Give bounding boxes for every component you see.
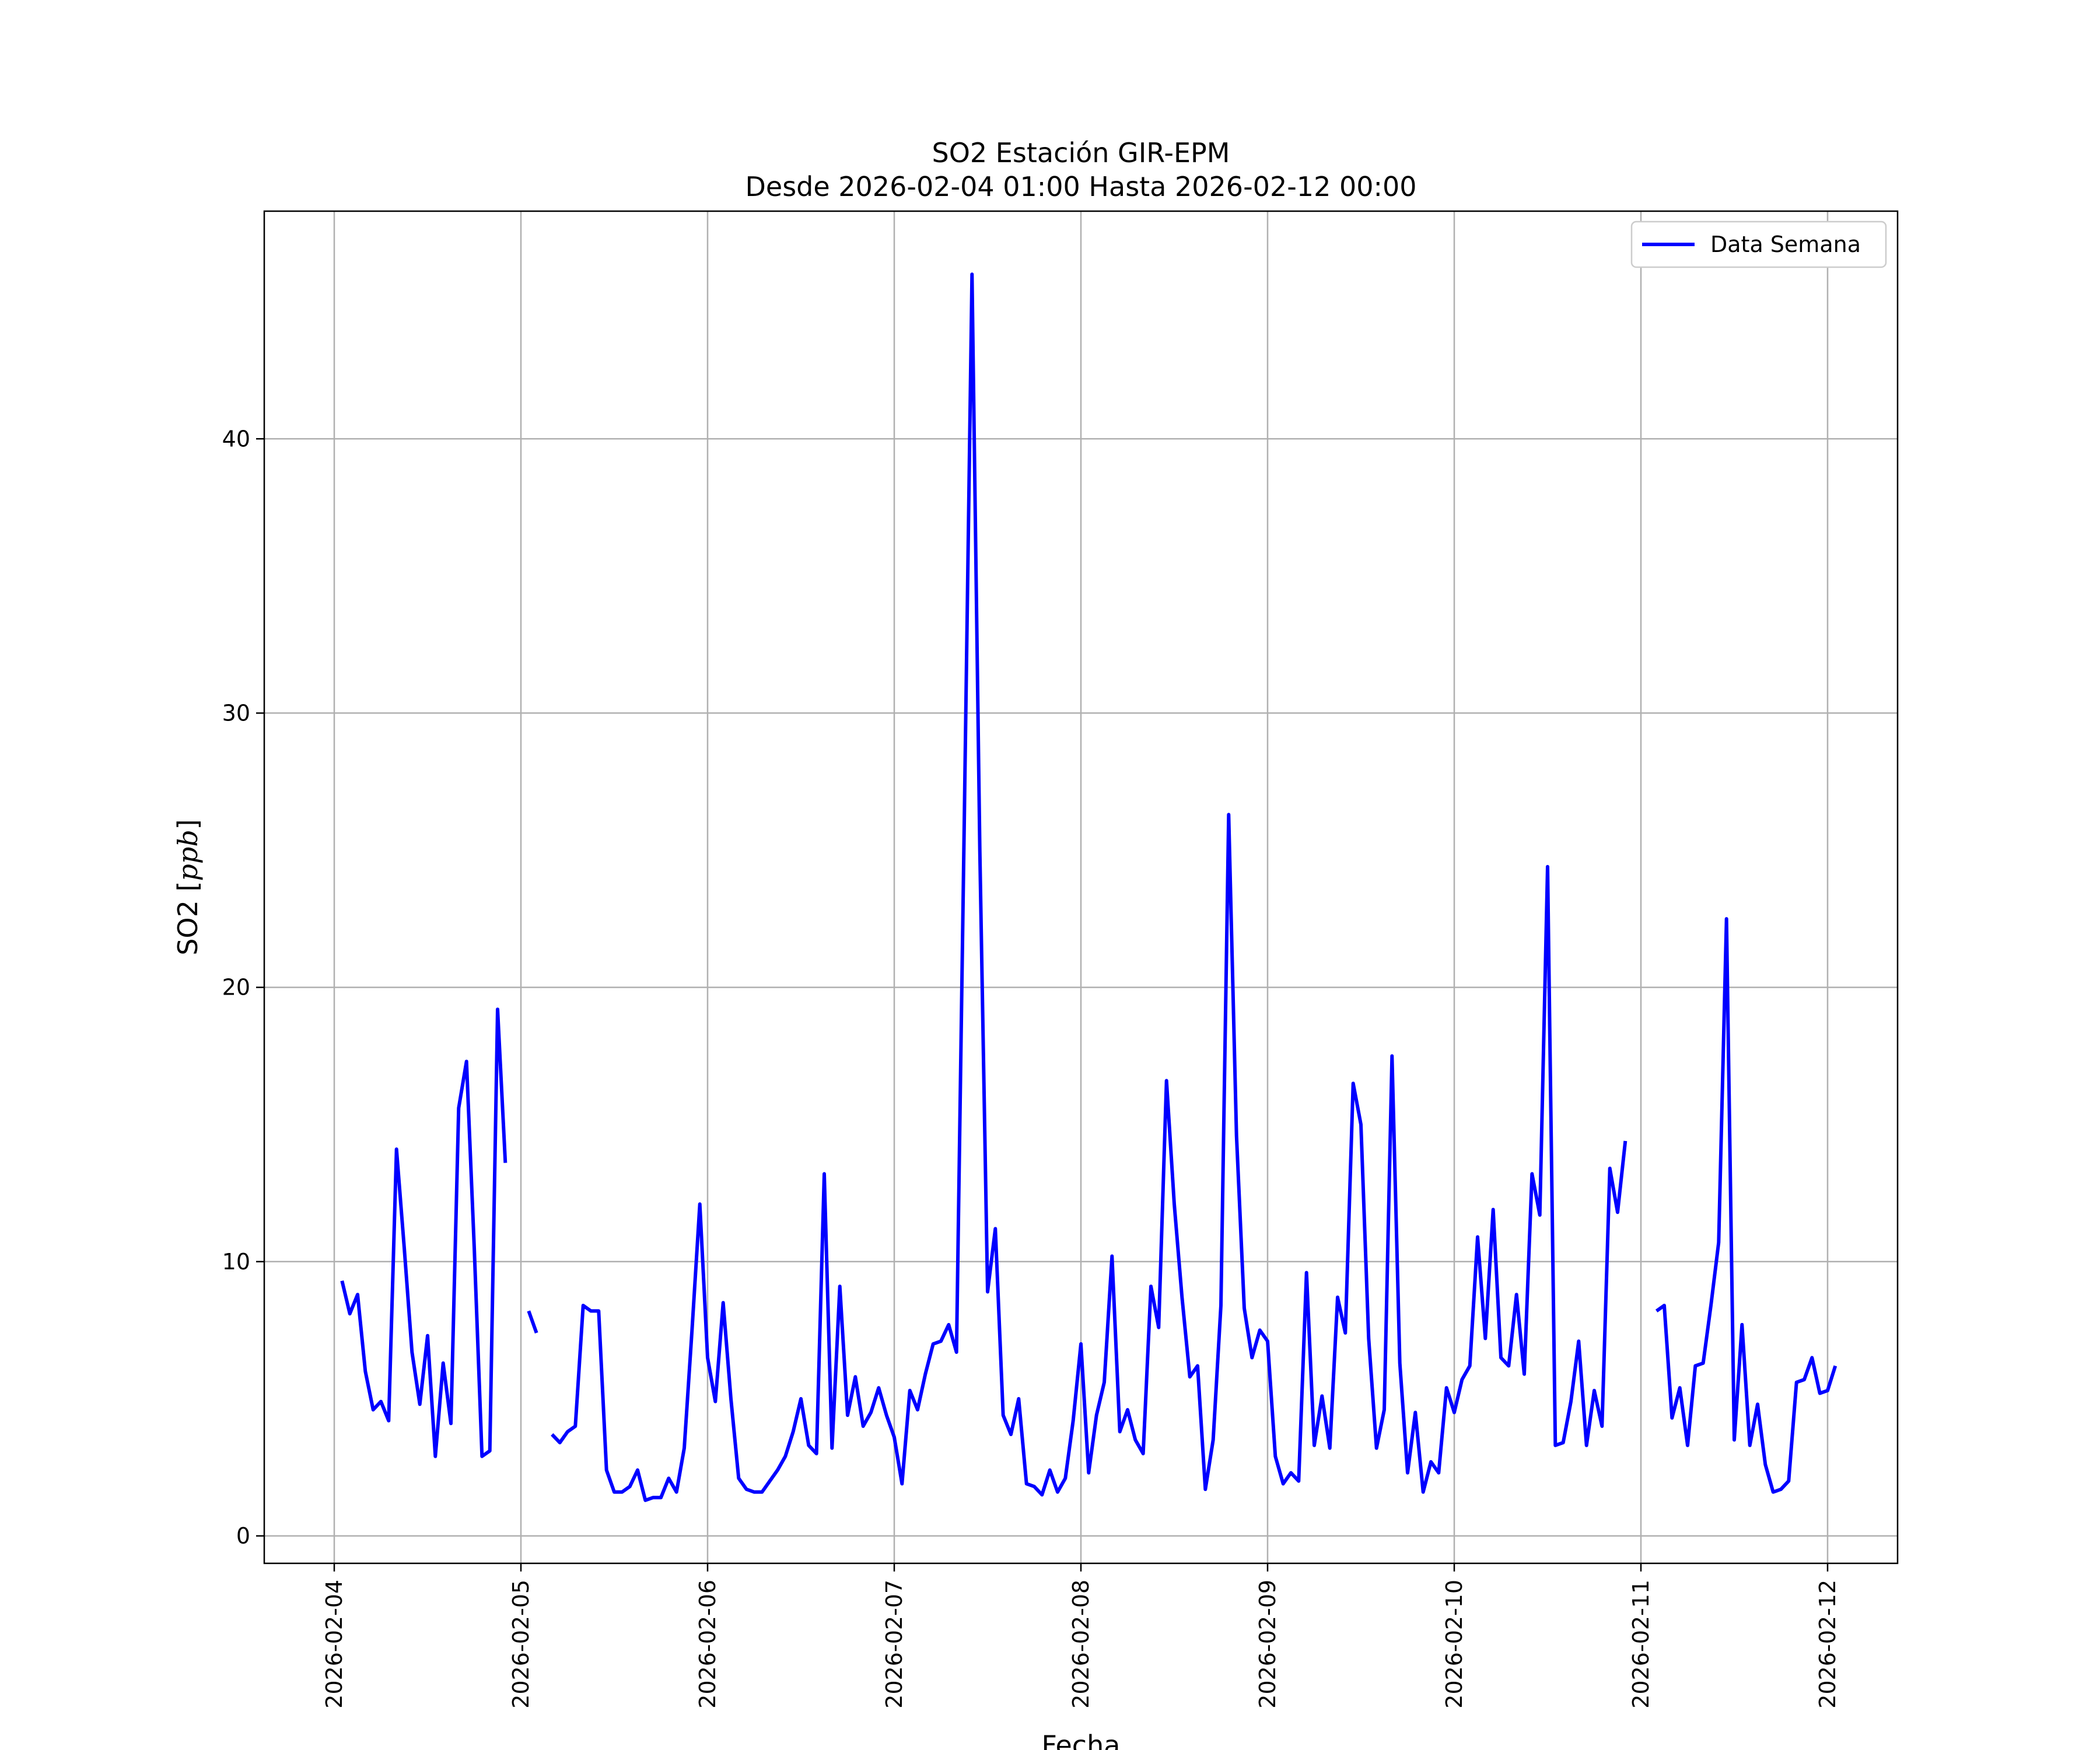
x-tick-label: 2026-02-11: [1628, 1580, 1654, 1709]
y-ticks: 0 10 20 30 40: [222, 426, 264, 1549]
legend: Data Semana: [1630, 220, 1887, 268]
y-tick-label: 40: [222, 426, 250, 452]
x-tick-label: 2026-02-06: [695, 1580, 720, 1709]
series-line-data-semana: [340, 1007, 508, 1458]
series-line-data-semana: [1655, 917, 1838, 1494]
legend-box: [1630, 220, 1887, 268]
y-tick-label: 20: [222, 975, 250, 1000]
series-line-data-semana: [551, 272, 1628, 1502]
x-tick-label: 2026-02-04: [321, 1580, 347, 1709]
series-layer: [340, 272, 1838, 1502]
x-tick-label: 2026-02-10: [1441, 1580, 1467, 1709]
x-ticks: 2026-02-04 2026-02-05 2026-02-06 2026-02-07…: [321, 1563, 1840, 1709]
series-line-data-semana: [527, 1310, 538, 1334]
legend-label-data-semana: Data Semana: [1710, 232, 1861, 257]
x-axis-label: Fecha: [1042, 1730, 1121, 1750]
y-tick-label: 0: [236, 1523, 250, 1549]
y-axis-label: SO2 [ppb]: [172, 819, 204, 956]
y-grid: [264, 438, 1898, 1537]
y-tick-label: 30: [222, 700, 250, 726]
x-tick-label: 2026-02-08: [1068, 1580, 1094, 1709]
chart-title-line-2: Desde 2026-02-04 01:00 Hasta 2026-02-12 …: [745, 171, 1416, 202]
x-tick-label: 2026-02-07: [881, 1580, 907, 1709]
x-tick-label: 2026-02-09: [1255, 1580, 1280, 1709]
x-tick-label: 2026-02-05: [508, 1580, 534, 1709]
y-tick-label: 10: [222, 1249, 250, 1275]
x-tick-label: 2026-02-12: [1815, 1580, 1840, 1709]
x-grid: [333, 211, 1829, 1563]
chart-title-line-1: SO2 Estación GIR-EPM: [932, 137, 1230, 169]
